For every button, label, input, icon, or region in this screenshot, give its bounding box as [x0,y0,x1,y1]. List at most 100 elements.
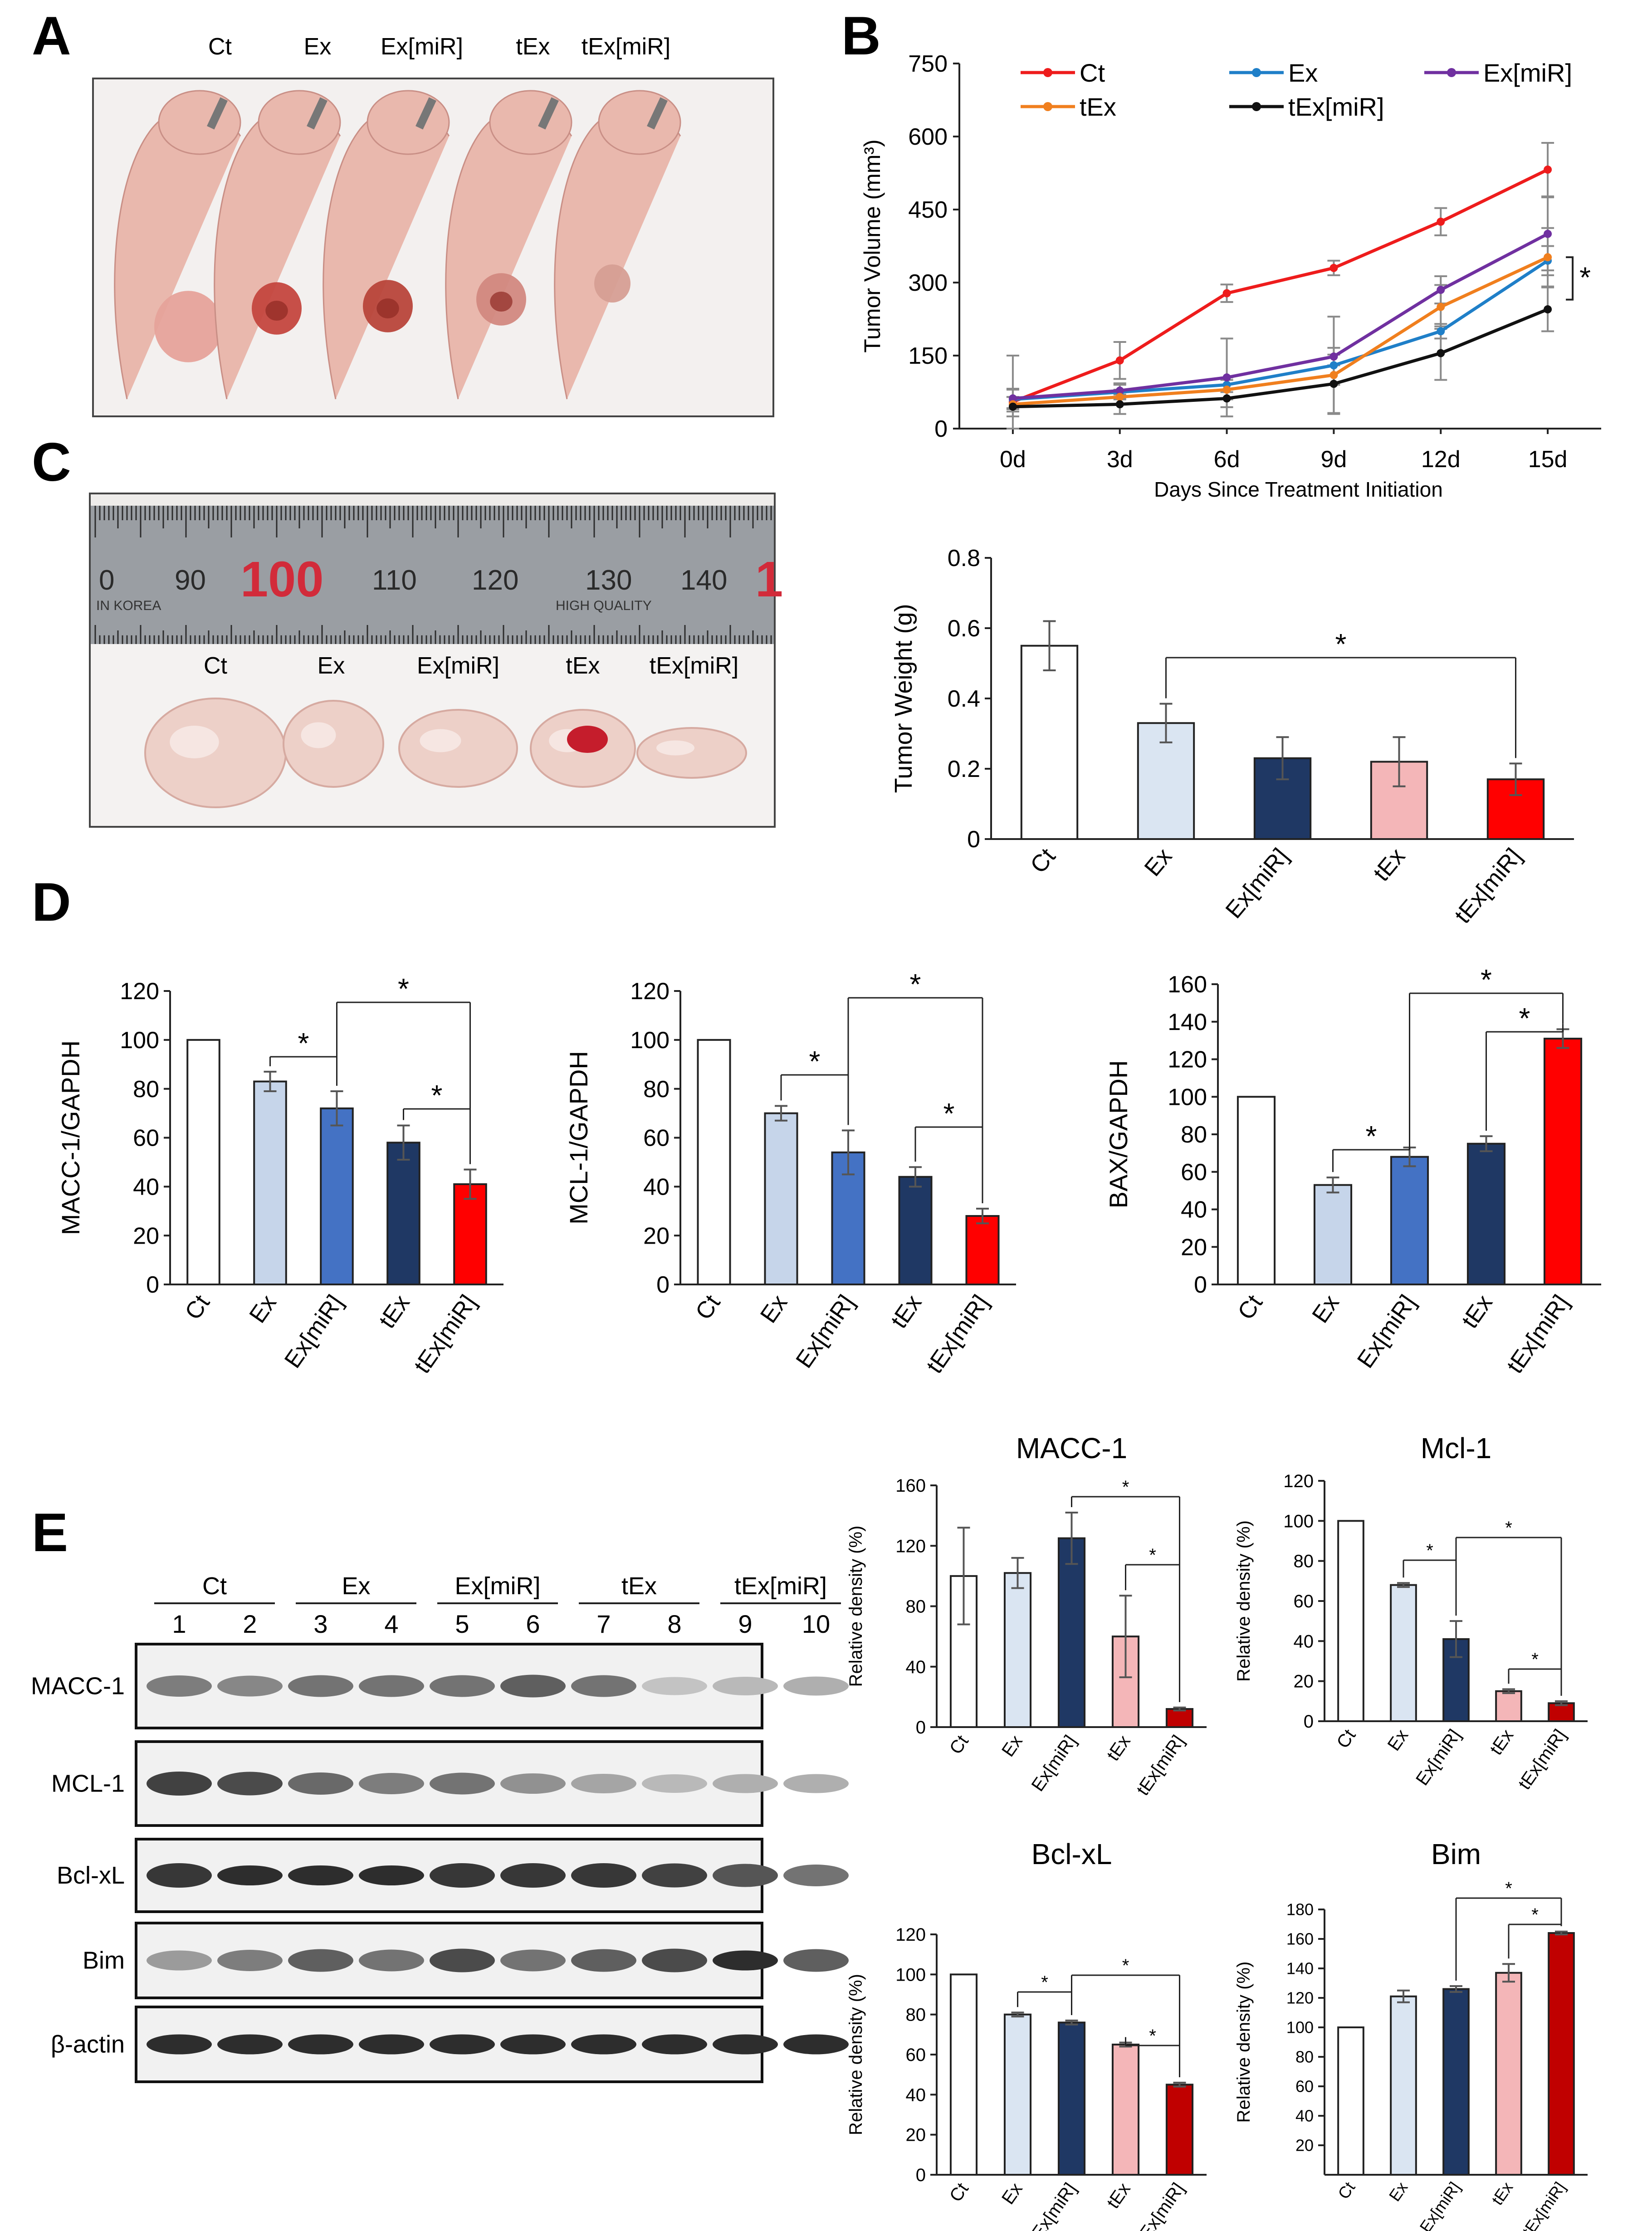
blot-band [359,1773,424,1794]
ruler-number: 90 [175,565,206,596]
subcutaneous-tumor [154,291,222,362]
data-point [1329,352,1338,361]
blot-band [430,1863,495,1888]
y-tick-label: 60 [1181,1159,1207,1186]
blot-band [571,1774,636,1793]
y-tick-label: 0.2 [948,756,980,782]
ruler-number: 0 [99,565,114,596]
panel-a-labels: Ct Ex Ex[miR] tEx tEx[miR] [208,34,670,60]
data-point [1222,289,1231,298]
tumor-highlight [170,726,219,758]
blot-group-label: tEx [621,1572,657,1600]
y-tick-label: 450 [908,197,948,223]
y-tick-label: 120 [1286,1989,1314,2007]
blot-band [783,2034,849,2055]
blot-lane-number: 5 [455,1610,469,1638]
blot-band [359,1949,424,1972]
bar-Ex[miR] [1442,1988,1470,2176]
y-axis-label: Tumor Weight (g) [890,604,917,793]
y-axis-label: BAX/GAPDH [1104,1060,1133,1209]
mouse-head [258,90,341,155]
blot-band [147,1863,212,1888]
blot-row-label: Bim [83,1947,125,1974]
significance-star: * [1481,963,1492,996]
bar-tEx [1495,1972,1522,2176]
mouse-label-ex: Ex [304,34,332,60]
tumor-ulcer [490,292,513,312]
legend-label: Ct [1080,59,1105,87]
blot-band [642,1774,707,1793]
y-tick-label: 0.8 [948,545,980,571]
ruler-ticks [94,506,772,644]
mouse-label-ct: Ct [208,34,232,60]
panel-letter-d: D [32,872,71,932]
blot-band [571,1949,636,1972]
y-tick-label: 160 [895,1476,926,1496]
tumor-ulcer [376,298,399,318]
data-point [1222,394,1231,403]
ear-tag [307,97,327,130]
blot-band [430,2034,495,2055]
blot-band [783,1949,849,1972]
blot-lane-number: 3 [313,1610,327,1638]
ruler-number: 110 [372,565,417,596]
significance-star: * [1149,2026,1156,2046]
y-tick-label: 80 [133,1076,159,1103]
y-tick-label: 0 [656,1272,670,1298]
ear-tag [207,97,228,130]
blot-band [642,1948,707,1972]
y-tick-label: 40 [906,1657,926,1677]
tumor-highlight [656,740,694,756]
y-tick-label: 80 [906,1597,926,1617]
significance-star: * [1122,1477,1129,1497]
chart-title: MACC-1 [1016,1432,1127,1465]
data-point [1329,371,1338,379]
ruler-numbers: 0 90 100 110 120 130 140 1 [99,552,783,607]
bar-Ex [1003,2013,1032,2176]
blot-band [359,1865,424,1885]
blot-lane-number: 7 [596,1610,611,1638]
y-tick-label: 40 [1181,1197,1207,1223]
bar-Ct [949,1973,978,2176]
y-tick-label: 80 [1294,1552,1314,1572]
blot-lane-number: 2 [243,1610,257,1638]
data-point [1329,361,1338,370]
chart-bim-density: 20 40 60 80 100 120 140 160 180 Bim Relative densi… [1234,1838,1588,2231]
y-tick-label: 0 [1194,1272,1207,1298]
blot-row-label: MCL-1 [51,1770,125,1797]
bar-tEx [898,1176,933,1285]
y-tick-label: 80 [643,1076,670,1103]
blot-band [500,1773,566,1794]
data-point [1222,373,1231,382]
bar-tEx [1111,2043,1140,2176]
mouse-label-tex: tEx [516,34,550,60]
bar-Ct [1337,1520,1364,1722]
blot-band [288,1772,353,1795]
significance-star: * [1335,628,1347,660]
data-point [1115,400,1124,409]
blot-band [430,1675,495,1697]
data-point [1222,386,1231,394]
panel-letter-c: C [32,432,71,493]
tumor-highlight [420,729,461,752]
y-tick-label: 20 [133,1223,159,1249]
significance-star: * [1531,1650,1539,1670]
data-point [1008,402,1017,411]
significance-star: * [910,968,921,1001]
y-tick-label: 40 [133,1174,159,1201]
western-blot: Ct Ex Ex[miR] tEx tEx[miR] 1 2 3 4 5 6 7 8 9 10 MACC-1 M… [31,1572,849,2083]
y-tick-label: 120 [895,1536,926,1556]
blot-row-label: Bcl-xL [57,1862,125,1889]
blot-lane-number: 9 [738,1610,752,1638]
significance-star: * [943,1097,955,1130]
bar-tEx[miR] [1548,1932,1575,2176]
panel-c-photo: 0 90 100 110 120 130 140 1 IN KOREA HIGH… [89,493,783,828]
ruler-text: HIGH QUALITY [556,598,652,613]
y-axis-label: Relative density (%) [1234,1520,1254,1682]
blot-band [500,1674,566,1698]
ruler [91,506,774,644]
data-point [1437,286,1445,294]
bar-Ex [764,1112,798,1285]
y-tick-label: 40 [1294,1631,1314,1651]
legend-label: Ex[miR] [1483,59,1572,87]
